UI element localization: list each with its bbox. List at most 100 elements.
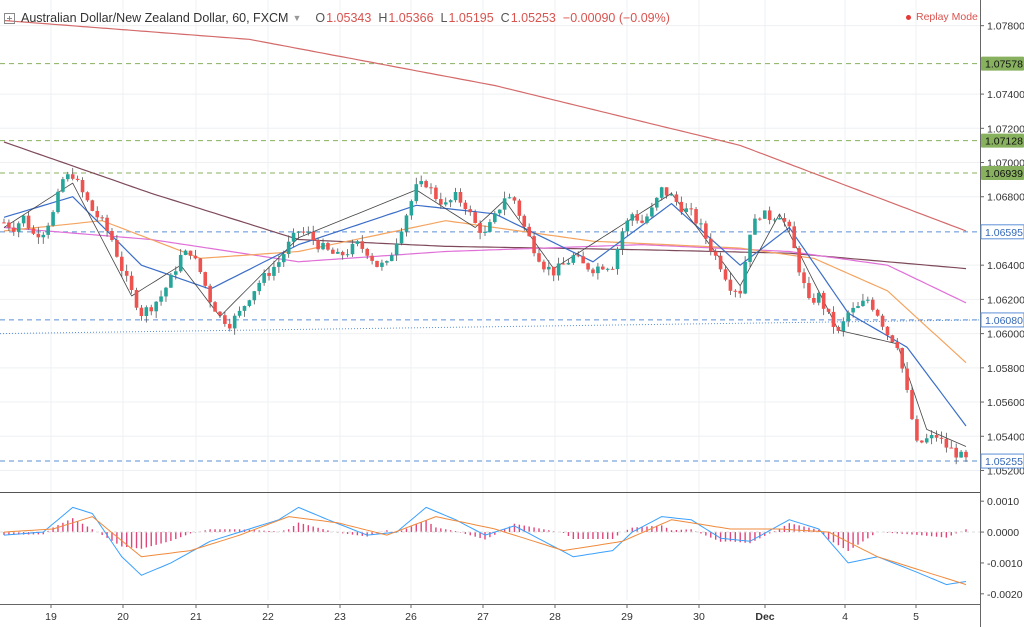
candle-body bbox=[178, 254, 183, 272]
candle-body bbox=[507, 197, 512, 199]
candle-body bbox=[439, 199, 443, 205]
candle-body bbox=[262, 272, 266, 283]
candle-body bbox=[797, 248, 801, 273]
candle-body bbox=[154, 301, 158, 312]
y-tick-label: 1.05800 bbox=[987, 363, 1024, 375]
candle-body bbox=[247, 300, 252, 306]
candle-body bbox=[134, 290, 139, 308]
macd-y-tick-label: -0.0020 bbox=[987, 589, 1023, 601]
candle-body bbox=[762, 210, 767, 219]
candle-body bbox=[659, 187, 664, 198]
candle-body bbox=[409, 201, 414, 216]
candle-body bbox=[753, 218, 757, 235]
x-tick-label: 26 bbox=[405, 611, 417, 623]
candle-body bbox=[272, 266, 276, 276]
candle-body bbox=[767, 210, 772, 221]
candle-body bbox=[777, 218, 782, 220]
candle-body bbox=[448, 200, 453, 203]
candle-body bbox=[610, 268, 615, 270]
candle-body bbox=[512, 197, 517, 201]
candle-body bbox=[188, 250, 193, 256]
candle-body bbox=[424, 181, 428, 188]
candle-body bbox=[149, 307, 154, 312]
macd-line bbox=[3, 506, 967, 586]
candle-body bbox=[581, 256, 585, 264]
candle-body bbox=[728, 279, 733, 291]
record-dot-icon bbox=[906, 14, 911, 20]
price-level-label: 1.06939 bbox=[985, 168, 1023, 180]
candle-body bbox=[66, 174, 70, 180]
candle-body bbox=[169, 274, 173, 288]
candle-body bbox=[944, 438, 949, 448]
candle-body bbox=[954, 447, 958, 458]
candle-body bbox=[630, 214, 635, 221]
candle-body bbox=[414, 184, 419, 202]
price-level-label: 1.06080 bbox=[985, 315, 1023, 327]
x-tick-label: Dec bbox=[755, 611, 774, 623]
candle-body bbox=[959, 451, 963, 458]
candle-body bbox=[46, 225, 50, 235]
candle-body bbox=[929, 435, 934, 439]
candle-body bbox=[758, 218, 762, 220]
candle-body bbox=[281, 254, 286, 263]
candle-body bbox=[527, 226, 531, 237]
replay-mode-indicator[interactable]: Replay Mode bbox=[906, 11, 978, 23]
symbol-title[interactable]: Australian Dollar/New Zealand Dollar, 60… bbox=[21, 11, 289, 25]
chevron-down-icon[interactable]: ▼ bbox=[292, 13, 302, 23]
candle-body bbox=[100, 217, 104, 219]
candle-body bbox=[277, 262, 281, 267]
y-tick-label: 1.06400 bbox=[987, 260, 1024, 272]
candle-body bbox=[326, 243, 330, 250]
candle-body bbox=[115, 240, 119, 257]
candle-body bbox=[257, 282, 262, 292]
candle-body bbox=[316, 240, 320, 250]
candle-body bbox=[826, 308, 831, 312]
candle-body bbox=[173, 271, 178, 275]
candle-body bbox=[625, 220, 630, 232]
collapse-toggle-icon[interactable] bbox=[4, 12, 15, 24]
price-level-label: 1.06595 bbox=[985, 227, 1023, 239]
candle-body bbox=[497, 209, 502, 214]
candle-body bbox=[596, 266, 600, 274]
change-value: −0.00090 (−0.09%) bbox=[562, 11, 670, 25]
candle-body bbox=[600, 266, 605, 270]
x-tick-label: 5 bbox=[913, 611, 919, 623]
x-tick-label: 19 bbox=[45, 611, 57, 623]
candle-body bbox=[36, 233, 41, 238]
candle-body bbox=[920, 440, 924, 443]
y-tick-label: 1.05400 bbox=[987, 431, 1024, 443]
candle-body bbox=[380, 262, 384, 267]
candle-body bbox=[394, 243, 399, 256]
candle-body bbox=[915, 419, 919, 441]
y-tick-label: 1.07800 bbox=[987, 21, 1024, 33]
candle-body bbox=[31, 228, 36, 234]
candle-body bbox=[704, 223, 708, 239]
candle-body bbox=[365, 248, 370, 256]
candle-body bbox=[522, 215, 527, 227]
candle-body bbox=[488, 222, 492, 232]
moving-average-line bbox=[3, 220, 967, 364]
candle-body bbox=[434, 187, 438, 200]
candle-body bbox=[360, 241, 365, 249]
low-label: L bbox=[440, 11, 448, 25]
candle-body bbox=[605, 268, 610, 270]
candle-body bbox=[70, 174, 75, 179]
candle-body bbox=[306, 231, 311, 233]
candle-body bbox=[679, 201, 684, 212]
moving-average-line bbox=[3, 226, 967, 304]
candle-body bbox=[866, 299, 870, 301]
high-label: H bbox=[378, 11, 388, 25]
macd-y-tick-label: 0.0010 bbox=[987, 496, 1019, 508]
candle-body bbox=[880, 315, 885, 327]
candle-body bbox=[547, 266, 551, 270]
macd-y-tick-label: -0.0010 bbox=[987, 558, 1023, 570]
candle-body bbox=[939, 437, 944, 439]
candle-body bbox=[890, 335, 895, 343]
candle-body bbox=[85, 192, 90, 201]
candle-body bbox=[895, 342, 900, 349]
candle-body bbox=[75, 178, 80, 180]
candle-body bbox=[340, 251, 345, 256]
candle-body bbox=[885, 326, 890, 336]
candle-body bbox=[537, 253, 541, 262]
